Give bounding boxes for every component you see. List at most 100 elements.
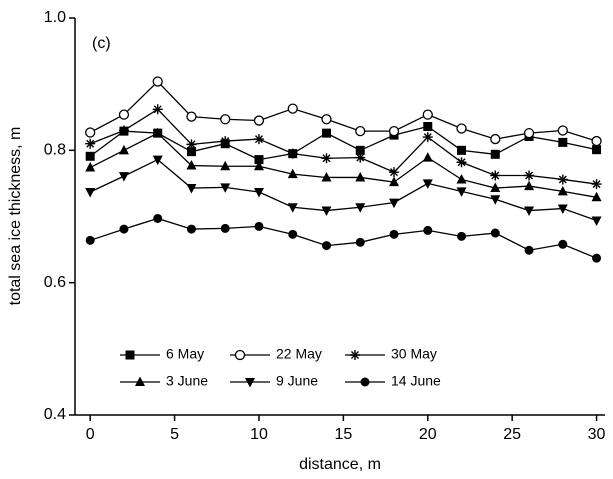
marker xyxy=(388,125,400,137)
marker xyxy=(557,204,568,215)
marker xyxy=(591,135,602,147)
marker xyxy=(524,206,535,217)
legend-label: 30 May xyxy=(391,346,437,362)
series-line xyxy=(89,108,597,185)
marker xyxy=(457,145,467,155)
marker xyxy=(186,160,197,170)
marker xyxy=(85,162,96,172)
marker xyxy=(490,195,501,205)
marker xyxy=(591,191,602,202)
marker xyxy=(456,173,467,184)
marker xyxy=(422,152,433,162)
marker xyxy=(288,229,298,239)
series-line xyxy=(89,125,597,161)
marker xyxy=(490,170,501,181)
y-tick-label: 0.6 xyxy=(44,274,66,291)
y-tick-label: 1.0 xyxy=(44,9,66,26)
marker xyxy=(422,132,433,143)
legend-label: 3 June xyxy=(166,373,208,389)
marker xyxy=(287,103,298,114)
marker xyxy=(254,155,264,165)
series-line xyxy=(89,132,597,198)
marker xyxy=(490,228,500,238)
marker xyxy=(591,179,602,190)
marker xyxy=(119,224,129,234)
marker xyxy=(321,128,331,138)
marker xyxy=(591,216,602,226)
y-tick-label: 0.8 xyxy=(44,142,66,159)
marker xyxy=(152,127,163,138)
marker xyxy=(350,350,360,360)
marker xyxy=(389,176,400,187)
marker xyxy=(523,127,535,139)
marker xyxy=(557,174,568,185)
series-line xyxy=(89,80,597,142)
marker xyxy=(456,123,467,134)
x-tick-label: 10 xyxy=(250,426,268,443)
marker xyxy=(253,115,265,126)
marker xyxy=(254,221,264,231)
marker xyxy=(152,104,163,115)
marker xyxy=(186,139,197,150)
marker xyxy=(592,253,602,263)
marker xyxy=(220,160,231,171)
marker xyxy=(85,151,95,161)
marker xyxy=(360,377,370,387)
marker xyxy=(456,157,467,168)
marker xyxy=(135,376,145,386)
marker xyxy=(253,188,264,198)
marker xyxy=(118,172,129,182)
marker xyxy=(220,223,230,233)
marker xyxy=(422,109,433,120)
marker xyxy=(422,179,433,189)
marker xyxy=(321,171,332,182)
marker xyxy=(423,225,433,235)
legend-label: 22 May xyxy=(276,346,322,362)
marker xyxy=(490,182,501,193)
marker xyxy=(423,122,433,132)
marker xyxy=(389,229,399,239)
marker xyxy=(186,111,197,122)
legend-label: 9 June xyxy=(276,373,318,389)
series-line xyxy=(89,158,597,222)
y-tick-label: 0.4 xyxy=(44,406,66,423)
marker xyxy=(524,170,535,181)
marker xyxy=(153,213,163,223)
marker xyxy=(321,206,332,217)
marker xyxy=(456,187,467,197)
marker xyxy=(321,153,332,164)
marker xyxy=(220,136,231,147)
marker xyxy=(253,134,264,145)
marker xyxy=(85,188,96,198)
marker xyxy=(152,155,163,166)
legend-label: 14 June xyxy=(391,373,441,389)
marker xyxy=(186,224,196,234)
marker xyxy=(524,180,535,191)
marker xyxy=(85,235,95,245)
marker xyxy=(220,183,231,193)
legend-label: 6 May xyxy=(166,346,204,362)
marker xyxy=(355,203,366,213)
marker xyxy=(321,114,332,125)
y-axis-label: total sea ice thickness, m xyxy=(7,127,24,306)
marker xyxy=(558,239,568,249)
marker xyxy=(321,241,331,251)
panel-label: (c) xyxy=(92,35,111,52)
marker xyxy=(152,76,163,87)
marker xyxy=(355,152,366,163)
marker xyxy=(287,148,298,159)
marker xyxy=(253,160,264,171)
marker xyxy=(85,138,96,149)
marker xyxy=(118,109,130,120)
marker xyxy=(125,350,135,360)
series-line xyxy=(89,217,597,259)
marker xyxy=(389,198,400,209)
marker xyxy=(85,127,96,138)
marker xyxy=(355,125,366,137)
marker xyxy=(490,149,500,159)
marker xyxy=(186,147,196,157)
marker xyxy=(592,145,602,155)
x-tick-label: 20 xyxy=(419,426,437,443)
